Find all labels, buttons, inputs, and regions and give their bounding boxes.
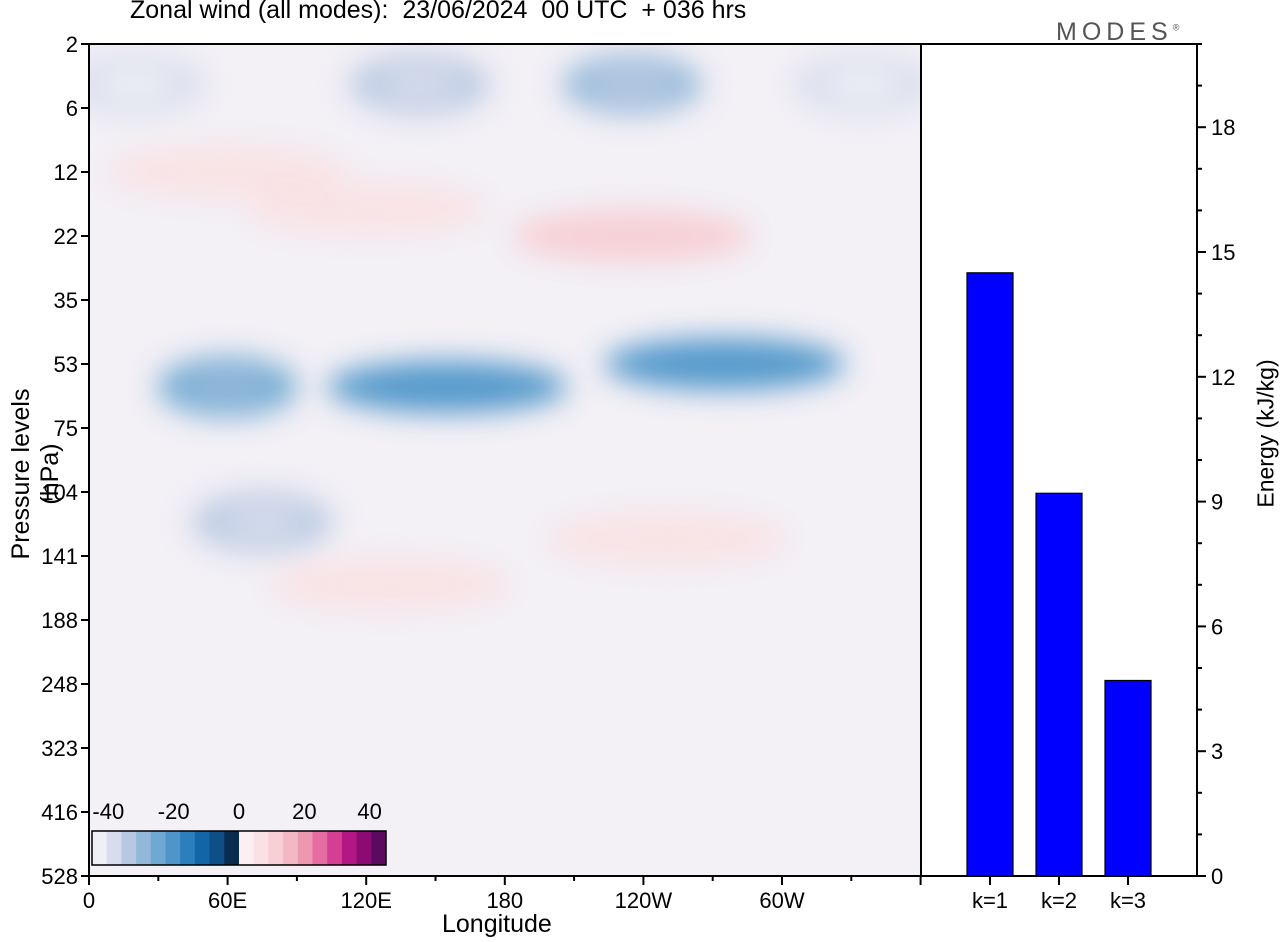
bar-category-label: k=1 <box>972 888 1008 913</box>
heatmap-feature <box>604 338 845 390</box>
colorbar-swatch <box>341 831 358 865</box>
y-tick-label: 528 <box>41 864 78 889</box>
colorbar-swatch <box>121 831 137 865</box>
colorbar-swatch <box>209 831 225 865</box>
colorbar-swatch <box>327 831 343 865</box>
y-tick-label: 35 <box>54 288 78 313</box>
energy-bar <box>966 272 1014 877</box>
y-tick-label: 22 <box>54 224 78 249</box>
heatmap-feature-core <box>592 70 673 99</box>
colorbar-swatch <box>297 831 313 865</box>
colorbar-swatch <box>312 831 328 865</box>
energy-tick-label: 15 <box>1211 240 1235 265</box>
heatmap-feature-core <box>222 508 303 537</box>
heatmap-feature-core <box>187 372 268 401</box>
brand-mark: ® <box>1172 22 1180 33</box>
colorbar-swatch <box>268 831 284 865</box>
heatmap-feature <box>327 360 568 413</box>
x-tick-label: 60W <box>759 888 804 913</box>
colorbar-swatch <box>224 831 240 865</box>
y-tick-label: 104 <box>41 480 78 505</box>
y-tick-label: 75 <box>54 416 78 441</box>
heatmap-feature-core <box>823 70 904 99</box>
heatmap-field <box>89 44 921 876</box>
y-tick-label: 323 <box>41 736 78 761</box>
colorbar-swatch <box>165 831 181 865</box>
y-axis-label: Pressure levels (hPa) <box>7 388 64 560</box>
energy-tick-label: 3 <box>1211 739 1223 764</box>
x-tick-label: 120E <box>341 888 392 913</box>
x-tick-label: 0 <box>83 888 95 913</box>
bar-category-label: k=3 <box>1110 888 1146 913</box>
heatmap-feature-core <box>95 70 176 99</box>
colorbar-tick-label: -20 <box>158 799 190 824</box>
heatmap-feature <box>246 182 487 235</box>
heatmap-blobs <box>89 54 921 611</box>
brand-logo: MODES® <box>1056 18 1179 47</box>
colorbar-tick-label: 0 <box>233 799 245 824</box>
colorbar: -40 -20 0 20 40 <box>91 799 387 866</box>
x-axis-label: Longitude <box>442 910 552 938</box>
colorbar-swatch <box>371 831 387 865</box>
heatmap-feature <box>512 210 753 262</box>
heatmap-body <box>89 44 921 876</box>
chart-title: Zonal wind (all modes): 23/06/2024 00 UT… <box>130 0 747 24</box>
energy-bar <box>1035 492 1083 877</box>
x-tick-label: 120W <box>615 888 673 913</box>
energy-bar <box>1104 679 1152 877</box>
colorbar-swatch <box>356 831 372 865</box>
colorbar-swatch <box>106 831 122 865</box>
y-tick-label: 248 <box>41 672 78 697</box>
energy-tick-label: 18 <box>1211 115 1235 140</box>
heatmap-feature <box>546 512 787 565</box>
energy-tick-label: 0 <box>1211 864 1223 889</box>
y-tick-label: 12 <box>54 160 78 185</box>
y-tick-label: 6 <box>66 96 78 121</box>
colorbar-swatch <box>136 831 152 865</box>
bar-category-label: k=2 <box>1041 888 1077 913</box>
energy-bar-chart: 0 3 6 9 12 15 18 k=1 k=2 k=3 <box>920 43 1235 913</box>
colorbar-swatch <box>92 831 108 865</box>
heatmap-feature <box>107 146 348 198</box>
colorbar-swatch <box>283 831 299 865</box>
brand-text: MODES <box>1056 18 1173 46</box>
heatmap-feature-core <box>379 70 460 99</box>
colorbar-frame <box>91 830 387 866</box>
colorbar-tick-label: 40 <box>357 799 381 824</box>
colorbar-swatch <box>253 831 269 865</box>
colorbar-swatch <box>180 831 196 865</box>
energy-tick-label: 9 <box>1211 490 1223 515</box>
colorbar-tick-label: -40 <box>92 799 124 824</box>
x-tick-label: 60E <box>208 888 247 913</box>
colorbar-tick-label: 20 <box>292 799 316 824</box>
colorbar-swatch <box>239 831 255 865</box>
colorbar-swatch <box>150 831 166 865</box>
y-tick-label: 416 <box>41 800 78 825</box>
heatmap-feature <box>269 558 510 611</box>
x-tick-label: 180 <box>486 888 523 913</box>
y-tick-label: 2 <box>66 32 78 57</box>
energy-tick-label: 12 <box>1211 365 1235 390</box>
energy-tick-label: 6 <box>1211 614 1223 639</box>
y-tick-label: 188 <box>41 608 78 633</box>
energy-axis-label: Energy (kJ/kg) <box>1252 359 1279 508</box>
y-tick-label: 141 <box>41 544 78 569</box>
y-tick-label: 53 <box>54 352 78 377</box>
colorbar-swatch <box>194 831 211 865</box>
